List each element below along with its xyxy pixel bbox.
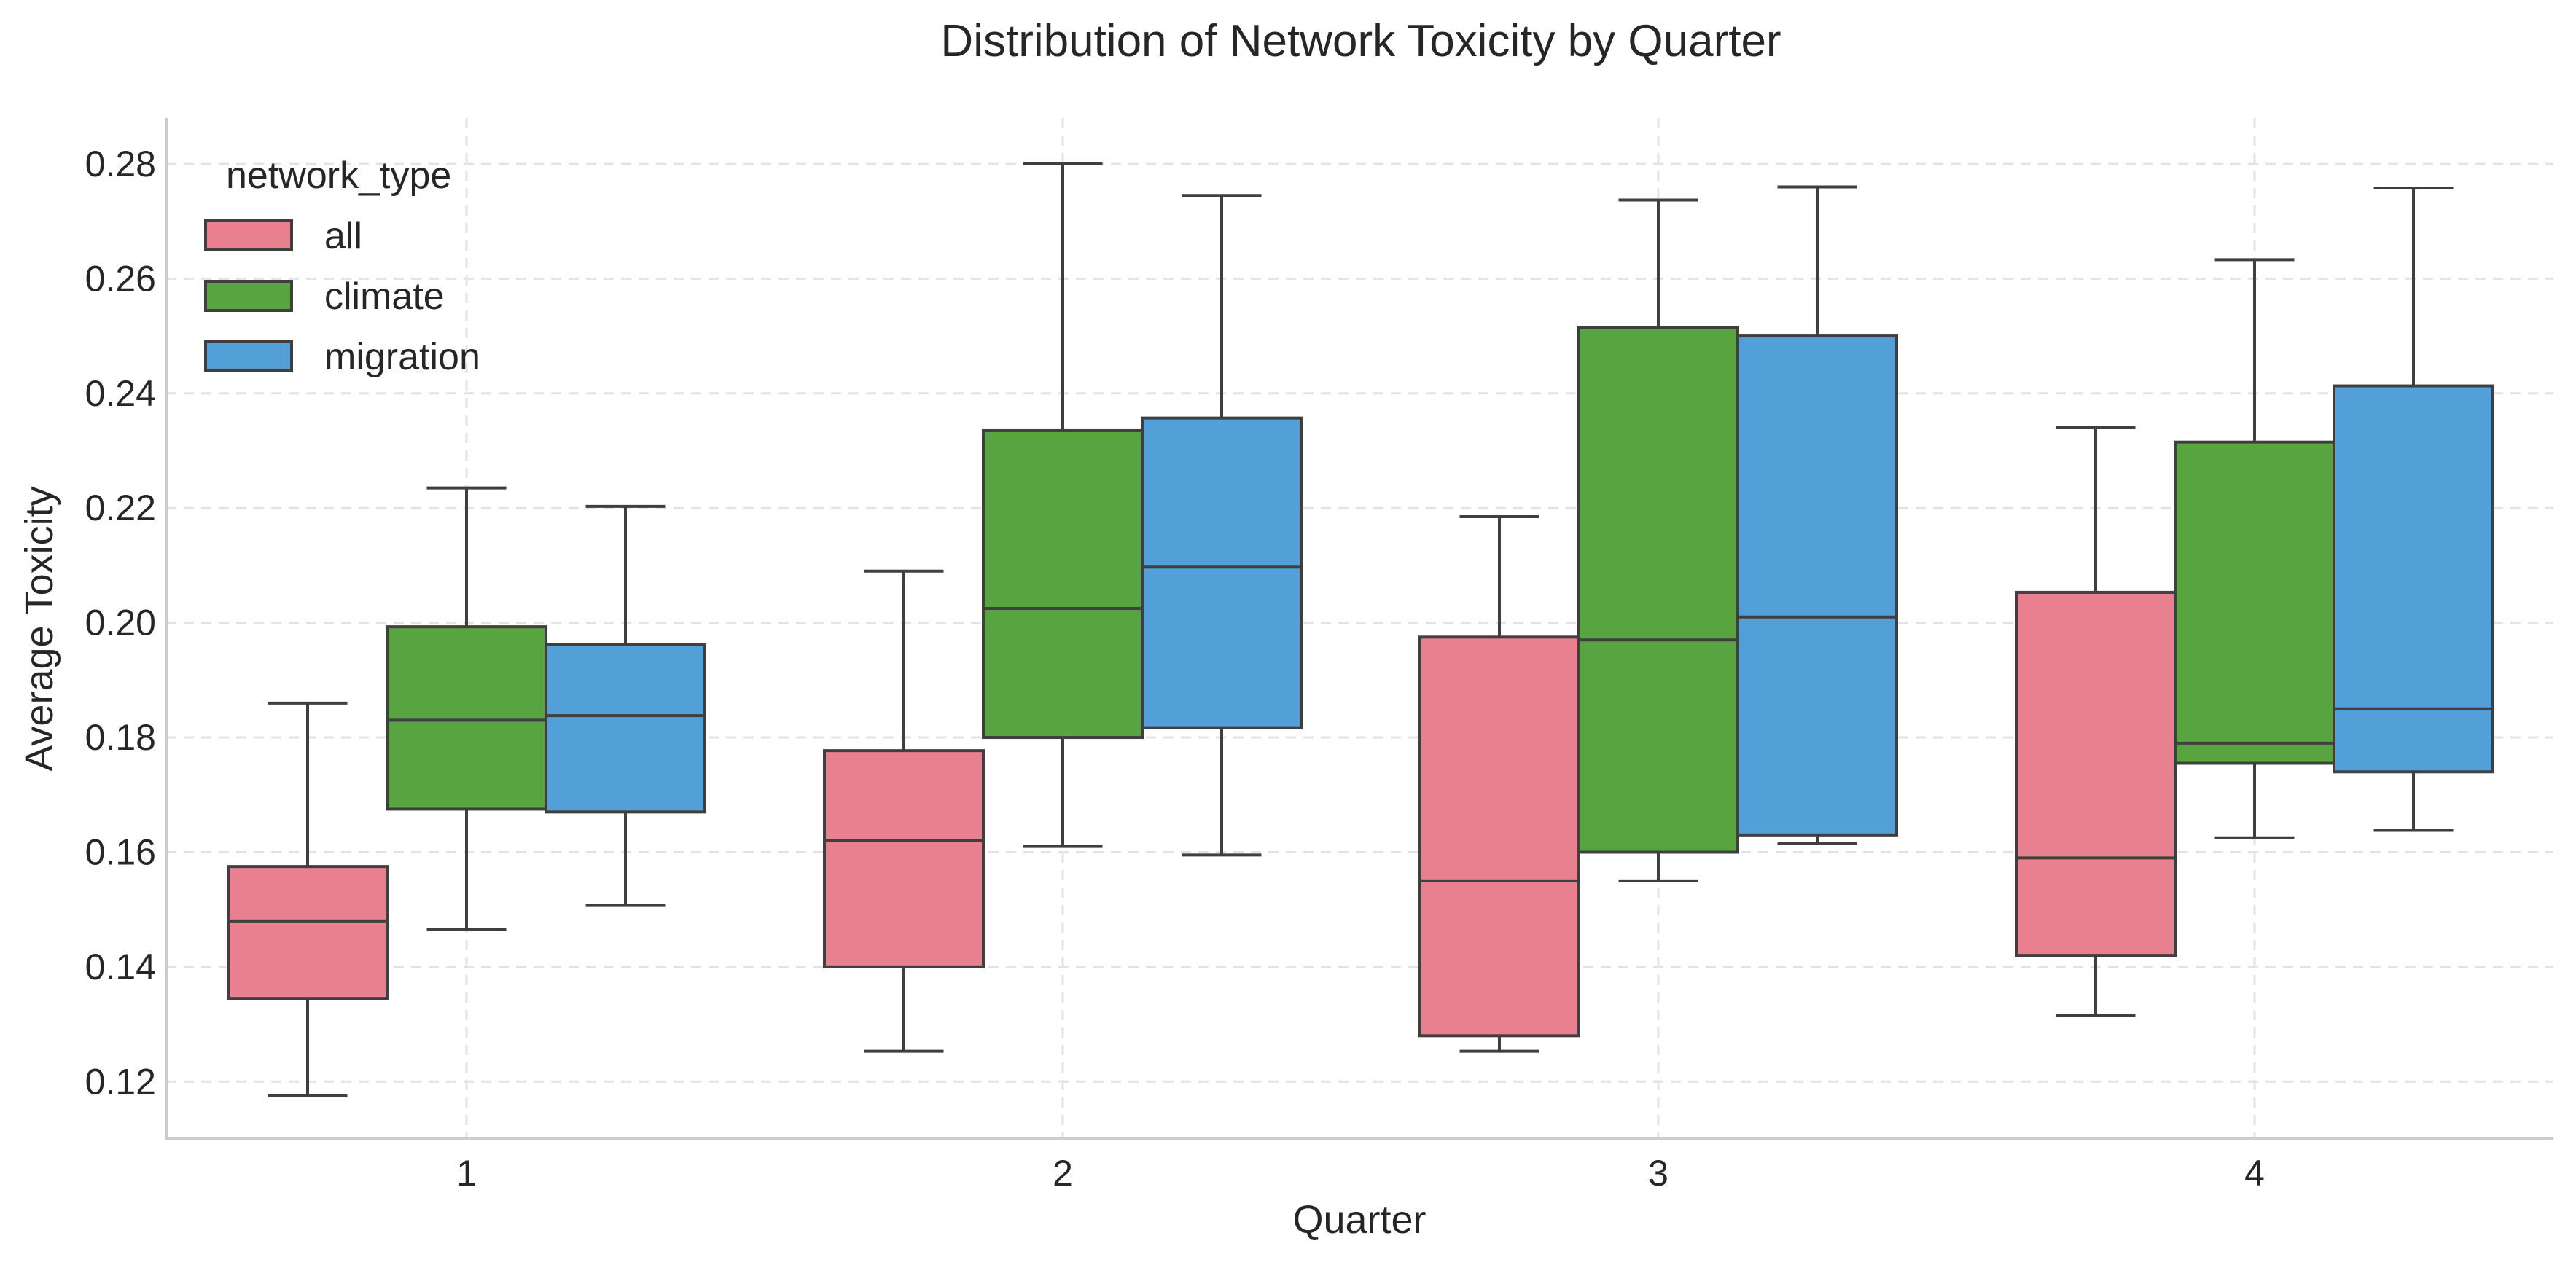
iqr-box (545, 643, 706, 814)
iqr-box (982, 428, 1144, 740)
legend-item-migration: migration (204, 336, 480, 378)
x-axis-label: Quarter (1292, 1198, 1426, 1242)
axes-frame (165, 118, 2553, 1140)
box-climate-q3 (1577, 198, 1739, 882)
x-tick-label: 1 (456, 1153, 477, 1194)
box-all-q1 (227, 701, 389, 1097)
legend-item-all: all (204, 215, 362, 257)
y-tick-label: 0.22 (85, 487, 156, 528)
iqr-box (2015, 590, 2177, 957)
box-migration-q2 (1141, 194, 1303, 857)
box-migration-q1 (545, 504, 706, 907)
box-climate-q4 (2174, 258, 2335, 839)
plot-area (227, 162, 2494, 1097)
box-all-q3 (1418, 515, 1580, 1053)
chart-title: Distribution of Network Toxicity by Quar… (940, 16, 1781, 66)
x-tick-label: 3 (1648, 1153, 1668, 1194)
box-climate-q2 (982, 162, 1144, 848)
iqr-box (823, 749, 985, 968)
iqr-box (1736, 334, 1898, 837)
x-tick-label: 2 (1053, 1153, 1073, 1194)
y-tick-label: 0.14 (85, 947, 156, 987)
legend-label: migration (324, 336, 480, 378)
x-tick-label: 4 (2244, 1153, 2265, 1194)
iqr-box (2174, 440, 2335, 765)
y-tick-label: 0.18 (85, 717, 156, 758)
y-axis-ticks: 0.12 0.14 0.16 0.18 0.20 0.22 0.24 0.26 0.28 (85, 144, 156, 1102)
legend-label: all (324, 215, 362, 257)
y-axis-label: Average Toxicity (17, 486, 61, 771)
y-tick-label: 0.20 (85, 603, 156, 643)
iqr-box (1577, 326, 1739, 854)
legend-item-climate: climate (204, 275, 445, 318)
y-tick-label: 0.26 (85, 258, 156, 299)
legend-swatch (204, 340, 293, 372)
y-tick-label: 0.28 (85, 144, 156, 184)
box-migration-q3 (1736, 185, 1898, 845)
box-all-q2 (823, 569, 985, 1053)
iqr-box (386, 625, 547, 811)
x-axis-ticks: 1 2 3 4 (456, 1153, 2265, 1194)
iqr-box (227, 865, 389, 1000)
iqr-box (1141, 416, 1303, 729)
legend-swatch (204, 280, 293, 312)
legend-label: climate (324, 275, 445, 318)
box-all-q4 (2015, 426, 2177, 1017)
iqr-box (1418, 635, 1580, 1038)
y-tick-label: 0.12 (85, 1061, 156, 1102)
box-climate-q1 (386, 486, 547, 931)
iqr-box (2333, 384, 2494, 774)
y-tick-label: 0.16 (85, 831, 156, 872)
legend-title: network_type (226, 154, 451, 197)
y-tick-label: 0.24 (85, 373, 156, 414)
legend-swatch (204, 219, 293, 251)
legend: network_type all climate migration (204, 154, 480, 378)
box-migration-q4 (2333, 187, 2494, 832)
